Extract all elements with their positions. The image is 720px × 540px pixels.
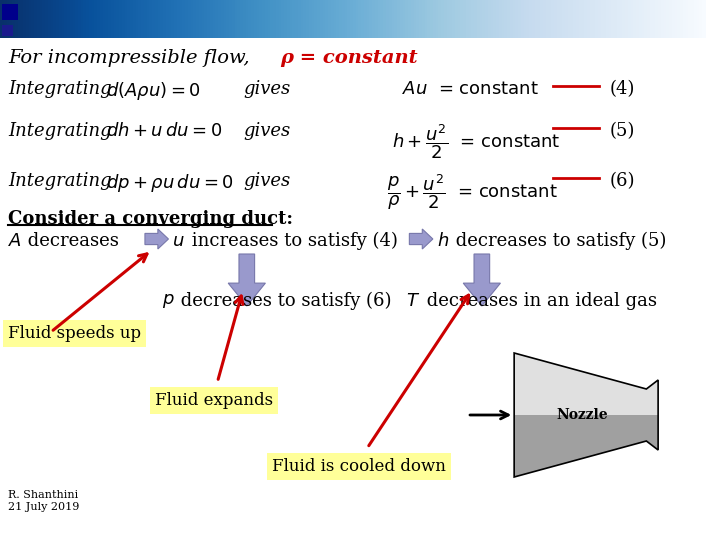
Text: $\dfrac{p}{\rho} + \dfrac{u^2}{2}$  = constant: $\dfrac{p}{\rho} + \dfrac{u^2}{2}$ = con… (387, 172, 558, 212)
Polygon shape (410, 229, 433, 249)
Text: Fluid is cooled down: Fluid is cooled down (272, 458, 446, 475)
Text: Consider a converging duct:: Consider a converging duct: (8, 210, 293, 228)
Text: R. Shanthini
21 July 2019: R. Shanthini 21 July 2019 (8, 490, 79, 511)
Text: decreases in an ideal gas: decreases in an ideal gas (421, 292, 657, 310)
Text: gives: gives (243, 80, 290, 98)
Text: $p$: $p$ (161, 292, 174, 310)
Text: $A$: $A$ (8, 232, 22, 250)
Text: (4): (4) (609, 80, 634, 98)
Text: Fluid expands: Fluid expands (155, 392, 273, 409)
Text: Integrating: Integrating (8, 122, 112, 140)
Text: (6): (6) (609, 172, 634, 190)
Text: decreases to satisfy (6): decreases to satisfy (6) (175, 292, 392, 310)
Text: $T$: $T$ (406, 292, 420, 310)
Text: ρ = constant: ρ = constant (280, 49, 418, 67)
Text: gives: gives (243, 172, 290, 190)
Bar (2, 4, 17, 20)
Text: gives: gives (243, 122, 290, 140)
Text: $u$: $u$ (172, 232, 185, 250)
Text: Integrating: Integrating (8, 172, 112, 190)
Polygon shape (514, 415, 658, 477)
Text: $h + \dfrac{u^2}{2}$  = constant: $h + \dfrac{u^2}{2}$ = constant (392, 122, 560, 161)
Text: decreases to satisfy (5): decreases to satisfy (5) (451, 232, 667, 250)
Text: $dp + \rho u\,du = 0$: $dp + \rho u\,du = 0$ (106, 172, 233, 194)
Text: $h$: $h$ (437, 232, 449, 250)
Polygon shape (514, 353, 658, 415)
Text: $Au$  = constant: $Au$ = constant (402, 80, 539, 98)
Text: Fluid speeds up: Fluid speeds up (8, 325, 141, 342)
Text: (5): (5) (609, 122, 634, 140)
Text: increases to satisfy (4): increases to satisfy (4) (186, 232, 398, 250)
Polygon shape (463, 254, 500, 306)
Text: Integrating: Integrating (8, 80, 112, 98)
Bar (2, 25, 13, 36)
Text: $dh + u\,du = 0$: $dh + u\,du = 0$ (106, 122, 222, 140)
Text: $d(A\rho u)=0$: $d(A\rho u)=0$ (106, 80, 201, 102)
Text: Nozzle: Nozzle (557, 408, 608, 422)
Text: decreases: decreases (22, 232, 118, 250)
Text: For incompressible flow,: For incompressible flow, (8, 49, 262, 67)
Polygon shape (145, 229, 168, 249)
Polygon shape (228, 254, 266, 306)
